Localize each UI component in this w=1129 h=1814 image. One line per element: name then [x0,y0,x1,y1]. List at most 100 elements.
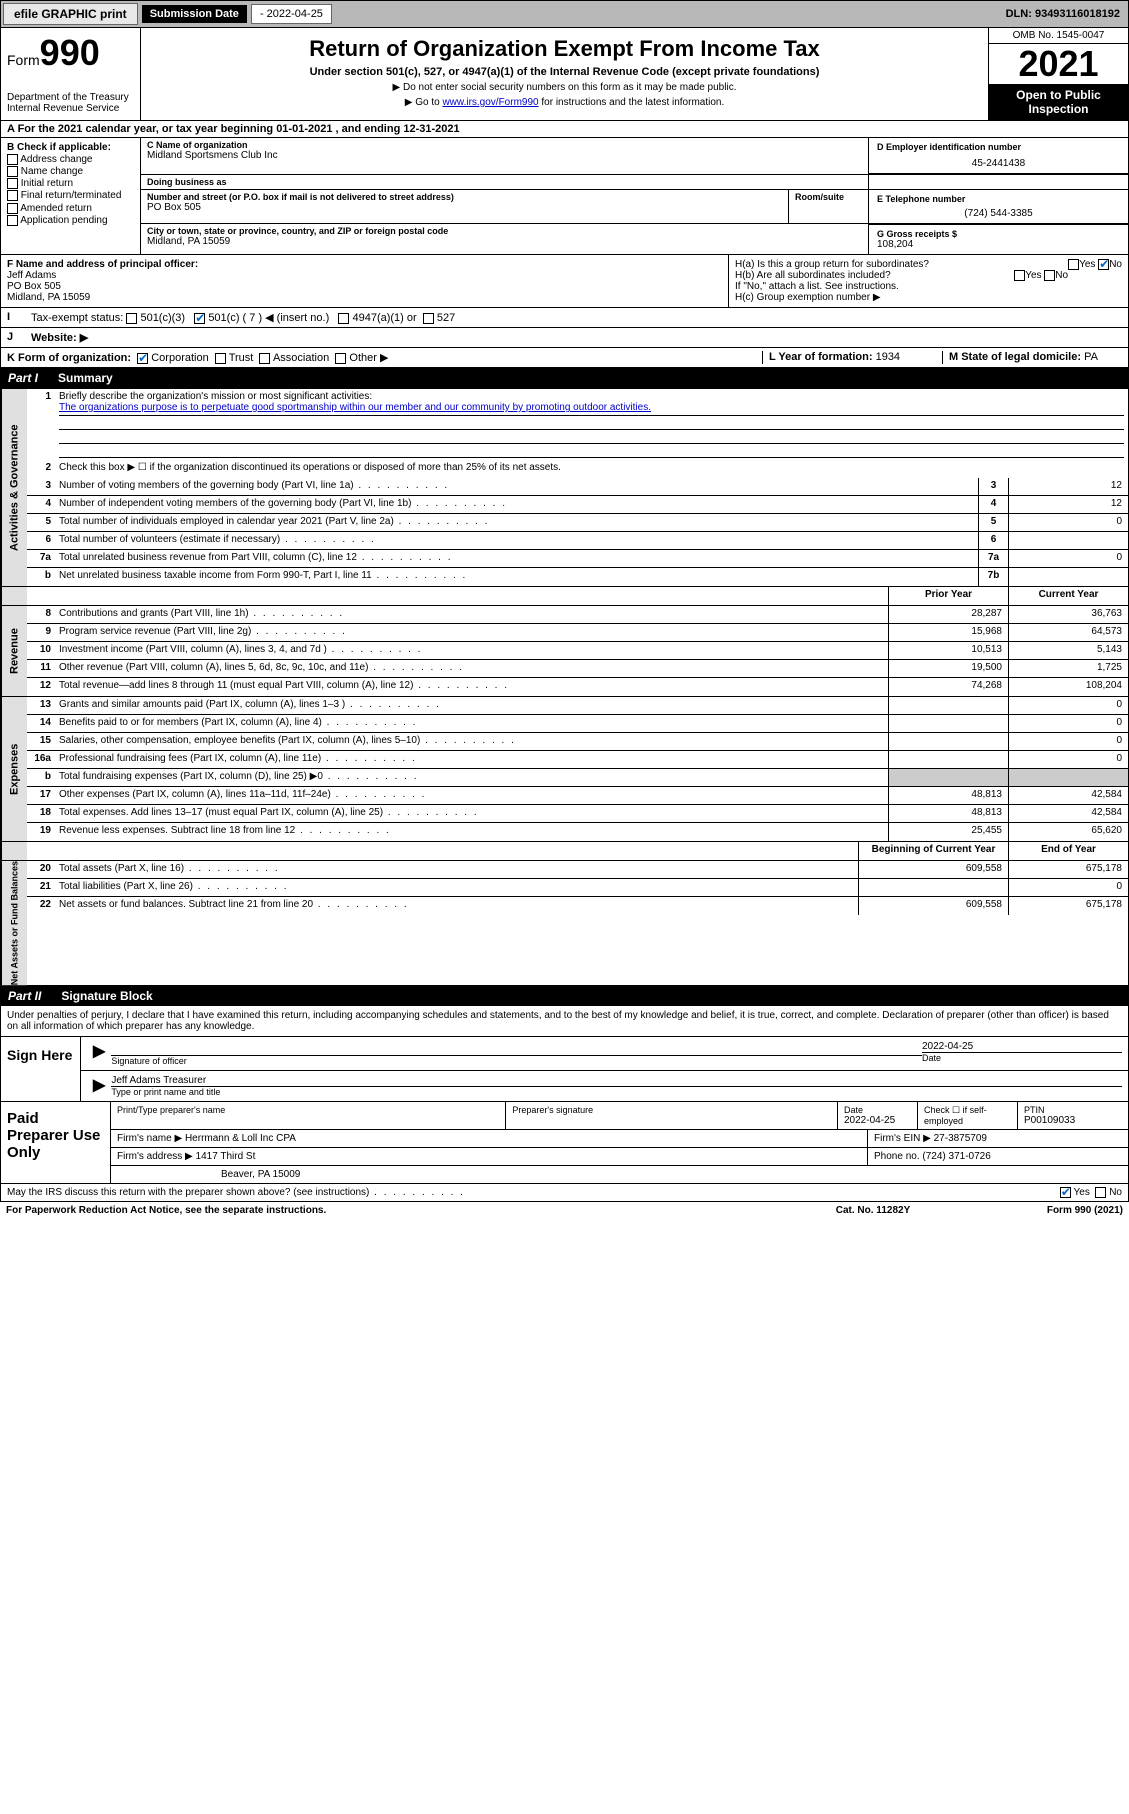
data-row: 18Total expenses. Add lines 13–17 (must … [27,805,1128,823]
ein-label: D Employer identification number [877,142,1120,152]
gov-row: bNet unrelated business taxable income f… [27,568,1128,586]
assoc-checkbox[interactable] [259,353,270,364]
527-checkbox[interactable] [423,313,434,324]
officer-addr1: PO Box 505 [7,281,722,292]
gross-label: G Gross receipts $ [877,229,1120,239]
501c-checkbox[interactable] [194,313,205,324]
colb-checkbox[interactable]: Application pending [7,215,134,226]
h-a: H(a) Is this a group return for subordin… [735,259,1122,270]
sign-date-label: Date [922,1052,1122,1063]
prep-date: 2022-04-25 [844,1115,911,1126]
gov-row: 4Number of independent voting members of… [27,496,1128,514]
data-row: 17Other expenses (Part IX, column (A), l… [27,787,1128,805]
ha-yes-checkbox[interactable] [1068,259,1079,270]
officer-name: Jeff Adams [7,270,722,281]
row-a-tax-year: A For the 2021 calendar year, or tax yea… [0,121,1129,138]
colb-checkbox[interactable]: Name change [7,166,134,177]
goto-note: ▶ Go to www.irs.gov/Form990 for instruct… [145,97,984,108]
data-row: 19Revenue less expenses. Subtract line 1… [27,823,1128,841]
other-checkbox[interactable] [335,353,346,364]
addr-value: PO Box 505 [147,202,782,213]
tel-label: E Telephone number [877,194,1120,204]
colb-checkbox[interactable]: Initial return [7,178,134,189]
state-domicile: PA [1084,351,1098,363]
colb-checkbox[interactable]: Amended return [7,203,134,214]
row-k: K Form of organization: Corporation Trus… [0,348,1129,368]
part-ii-header: Part II Signature Block [0,986,1129,1006]
officer-sig-label: Signature of officer [111,1055,922,1066]
room-label: Room/suite [795,192,862,202]
colb-checkbox[interactable]: Final return/terminated [7,190,134,201]
form-header: Form990 Department of the Treasury Inter… [0,28,1129,121]
ptin-value: P00109033 [1024,1115,1122,1126]
begin-end-header: Beginning of Current Year End of Year [0,842,1129,861]
section-net-assets: Net Assets or Fund Balances 20Total asse… [0,861,1129,986]
footer: For Paperwork Reduction Act Notice, see … [0,1202,1129,1219]
ein-value: 45-2441438 [877,158,1120,169]
section-governance: Activities & Governance 1 Briefly descri… [0,388,1129,587]
gov-row: 3Number of voting members of the governi… [27,478,1128,496]
dept-treasury: Department of the Treasury Internal Reve… [7,92,134,114]
corp-checkbox[interactable] [137,353,148,364]
gov-row: 7aTotal unrelated business revenue from … [27,550,1128,568]
omb-number: OMB No. 1545-0047 [989,28,1128,44]
city-label: City or town, state or province, country… [147,226,862,236]
pra-notice: For Paperwork Reduction Act Notice, see … [6,1205,773,1216]
officer-label: F Name and address of principal officer: [7,259,722,270]
ha-no-checkbox[interactable] [1098,259,1109,270]
irs-link[interactable]: www.irs.gov/Form990 [442,97,538,108]
firm-phone: (724) 371-0726 [922,1151,990,1162]
self-employed-check[interactable]: Check ☐ if self-employed [918,1102,1018,1129]
h-b: H(b) Are all subordinates included? Yes … [735,270,1122,281]
hb-no-checkbox[interactable] [1044,270,1055,281]
prior-current-header: Prior Year Current Year [0,587,1129,606]
col-b-checkboxes: B Check if applicable: Address change Na… [1,138,141,254]
discuss-no-checkbox[interactable] [1095,1187,1106,1198]
data-row: 20Total assets (Part X, line 16)609,5586… [27,861,1128,879]
arrow-icon: ▶ [87,1041,111,1066]
firm-name: Herrmann & Loll Inc CPA [185,1133,296,1144]
officer-addr2: Midland, PA 15059 [7,292,722,303]
data-row: 9Program service revenue (Part VIII, lin… [27,624,1128,642]
firm-addr1: 1417 Third St [196,1151,256,1162]
submission-date-value: - 2022-04-25 [251,4,332,24]
row-i: I Tax-exempt status: 501(c)(3) 501(c) ( … [0,308,1129,328]
org-name-label: C Name of organization [147,140,862,150]
dba-label: Doing business as [147,177,862,187]
trust-checkbox[interactable] [215,353,226,364]
row-f-h: F Name and address of principal officer:… [0,255,1129,308]
city-value: Midland, PA 15059 [147,236,862,247]
cat-no: Cat. No. 11282Y [773,1205,973,1216]
row-j: J Website: ▶ [0,328,1129,348]
tel-value: (724) 544-3385 [877,208,1120,219]
form-number: Form990 [7,32,134,74]
data-row: 8Contributions and grants (Part VIII, li… [27,606,1128,624]
discontinued-note: Check this box ▶ ☐ if the organization d… [55,460,1128,478]
4947-checkbox[interactable] [338,313,349,324]
data-row: 10Investment income (Part VIII, column (… [27,642,1128,660]
submission-date-label: Submission Date [142,5,247,23]
top-bar: efile GRAPHIC print Submission Date - 20… [0,0,1129,28]
gov-row: 5Total number of individuals employed in… [27,514,1128,532]
firm-ein: 27-3875709 [934,1133,987,1144]
discuss-yes-checkbox[interactable] [1060,1187,1071,1198]
data-row: 22Net assets or fund balances. Subtract … [27,897,1128,915]
501c3-checkbox[interactable] [126,313,137,324]
hb-yes-checkbox[interactable] [1014,270,1025,281]
block-bcd: B Check if applicable: Address change Na… [0,138,1129,255]
efile-print-button[interactable]: efile GRAPHIC print [3,3,138,25]
gross-value: 108,204 [877,239,1120,250]
mission-text: The organizations purpose is to perpetua… [59,402,1124,416]
signature-declaration: Under penalties of perjury, I declare th… [0,1006,1129,1037]
data-row: 13Grants and similar amounts paid (Part … [27,697,1128,715]
irs-discuss-row: May the IRS discuss this return with the… [0,1184,1129,1202]
h-c: H(c) Group exemption number ▶ [735,292,1122,303]
section-expenses: Expenses 13Grants and similar amounts pa… [0,697,1129,842]
colb-checkbox[interactable]: Address change [7,154,134,165]
governance-label: Activities & Governance [1,389,27,586]
paid-preparer-label: Paid Preparer Use Only [1,1102,111,1183]
sign-date: 2022-04-25 [922,1041,1122,1052]
gov-row: 6Total number of volunteers (estimate if… [27,532,1128,550]
typed-name-label: Type or print name and title [111,1086,1122,1097]
addr-label: Number and street (or P.O. box if mail i… [147,192,782,202]
